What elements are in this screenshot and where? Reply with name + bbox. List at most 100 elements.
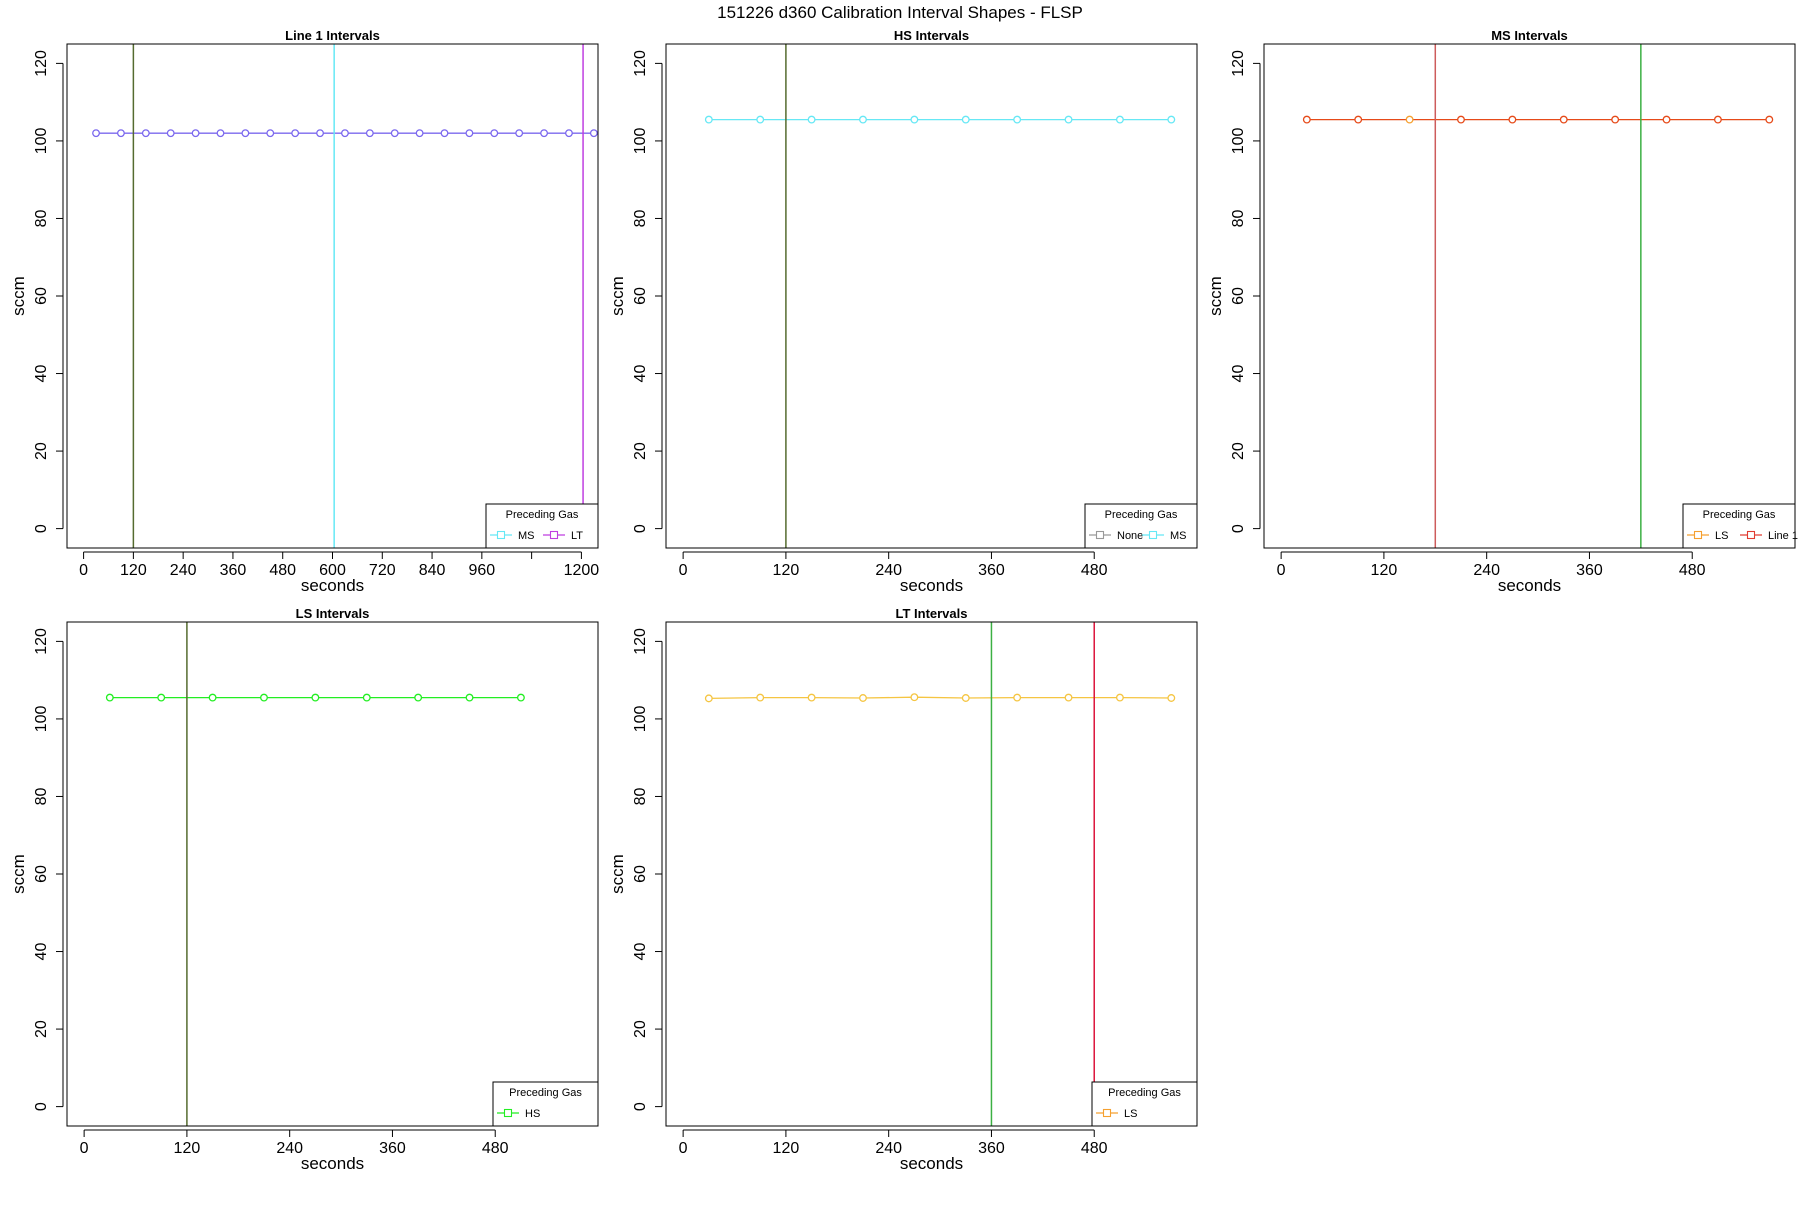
data-point: [216, 129, 225, 138]
y-tick-label: 80: [1230, 209, 1247, 227]
y-tick-label: 0: [632, 1102, 649, 1111]
y-tick-label: 0: [1230, 524, 1247, 533]
y-tick-label: 80: [33, 787, 50, 805]
legend-swatch-marker: [1095, 530, 1105, 540]
data-point: [515, 129, 524, 138]
legend-swatch-marker: [1746, 530, 1756, 540]
x-tick-label: 120: [1371, 562, 1398, 579]
data-point: [157, 693, 166, 702]
legend-swatch-marker: [1148, 530, 1158, 540]
x-tick-label: 0: [80, 1140, 89, 1157]
legend-box: [1084, 503, 1198, 549]
x-axis-label: seconds: [1498, 576, 1561, 595]
y-tick-label: 40: [632, 943, 649, 961]
data-point: [390, 129, 399, 138]
data-point: [516, 693, 525, 702]
y-tick-label: 100: [33, 127, 50, 154]
legend-entry: MS: [1142, 530, 1187, 542]
data-point: [266, 129, 275, 138]
x-tick-label: 120: [773, 562, 800, 579]
legend-box: [485, 503, 599, 549]
x-tick-label: 240: [1473, 562, 1500, 579]
legend-title: Preceding Gas: [1108, 1087, 1181, 1099]
data-point: [961, 115, 970, 124]
y-tick-label: 20: [632, 1020, 649, 1038]
legend-title: Preceding Gas: [509, 1087, 582, 1099]
data-point: [807, 115, 816, 124]
x-tick-label: 360: [220, 562, 247, 579]
x-tick-label: 360: [379, 1140, 406, 1157]
data-point: [1013, 115, 1022, 124]
data-point: [589, 129, 598, 138]
x-axis-label: seconds: [900, 576, 963, 595]
data-point: [756, 115, 765, 124]
data-point: [414, 693, 423, 702]
legend-label: None: [1117, 530, 1143, 542]
panel-title: LT Intervals: [895, 606, 967, 621]
x-tick-label: 480: [269, 562, 296, 579]
data-point: [440, 129, 449, 138]
data-point: [465, 693, 474, 702]
x-tick-label: 0: [679, 1140, 688, 1157]
legend: Preceding Gas LS: [1091, 1081, 1198, 1127]
legend-swatch-marker: [1693, 530, 1703, 540]
data-point: [807, 693, 816, 702]
data-point: [141, 129, 150, 138]
panel-title: LS Intervals: [296, 606, 370, 621]
data-point: [316, 129, 325, 138]
legend-label: MS: [1170, 530, 1187, 542]
data-point: [1457, 115, 1465, 124]
data-point: [208, 693, 217, 702]
y-tick-label: 20: [33, 1020, 50, 1038]
legend: Preceding Gas HS: [492, 1081, 599, 1127]
legend-label: LT: [571, 530, 583, 542]
data-point: [415, 129, 424, 138]
y-axis-label: sccm: [9, 854, 28, 894]
data-point: [1167, 115, 1176, 124]
data-point: [92, 129, 100, 138]
y-tick-label: 100: [632, 705, 649, 732]
x-tick-label: 0: [1277, 562, 1286, 579]
plot-frame: [1263, 43, 1796, 549]
plot-frame: [66, 43, 599, 549]
y-tick-label: 40: [1230, 365, 1247, 383]
legend-entry: LS: [1687, 530, 1728, 542]
y-tick-label: 100: [632, 127, 649, 154]
legend: Preceding Gas LS Line 1: [1682, 503, 1798, 549]
series-line: [708, 696, 1172, 700]
data-point: [1064, 693, 1073, 702]
x-tick-label: 720: [369, 562, 396, 579]
legend-swatch-marker: [549, 530, 559, 540]
y-tick-label: 20: [1230, 442, 1247, 460]
figure-title: 151226 d360 Calibration Interval Shapes …: [717, 3, 1083, 22]
data-point: [1662, 115, 1671, 124]
legend-entry: MS: [490, 530, 535, 542]
x-axis-label: seconds: [301, 576, 364, 595]
legend-swatch-marker: [496, 530, 506, 540]
data-point: [1064, 115, 1073, 124]
data-point: [465, 129, 474, 138]
y-tick-label: 40: [33, 943, 50, 961]
y-tick-label: 120: [33, 628, 50, 655]
x-axis-label: seconds: [900, 1154, 963, 1173]
legend-title: Preceding Gas: [506, 509, 579, 521]
legend: Preceding Gas MS LT: [485, 503, 599, 549]
data-point: [1013, 693, 1022, 702]
x-tick-label: 120: [773, 1140, 800, 1157]
y-tick-label: 20: [632, 442, 649, 460]
chart-panel-5: LT Intervals 0 120 240 360 480 seconds 0 20 40 60 8…: [608, 606, 1198, 1173]
x-tick-label: 240: [875, 562, 902, 579]
legend-entry: LT: [543, 530, 583, 542]
legend-label: MS: [518, 530, 535, 542]
y-tick-label: 0: [33, 524, 50, 533]
legend-label: LS: [1124, 1108, 1137, 1120]
data-point: [490, 129, 499, 138]
y-axis-label: sccm: [608, 854, 627, 894]
data-point: [362, 693, 371, 702]
x-tick-label: 480: [482, 1140, 509, 1157]
y-tick-label: 60: [1230, 287, 1247, 305]
data-point: [116, 129, 125, 138]
data-point: [1167, 694, 1176, 702]
